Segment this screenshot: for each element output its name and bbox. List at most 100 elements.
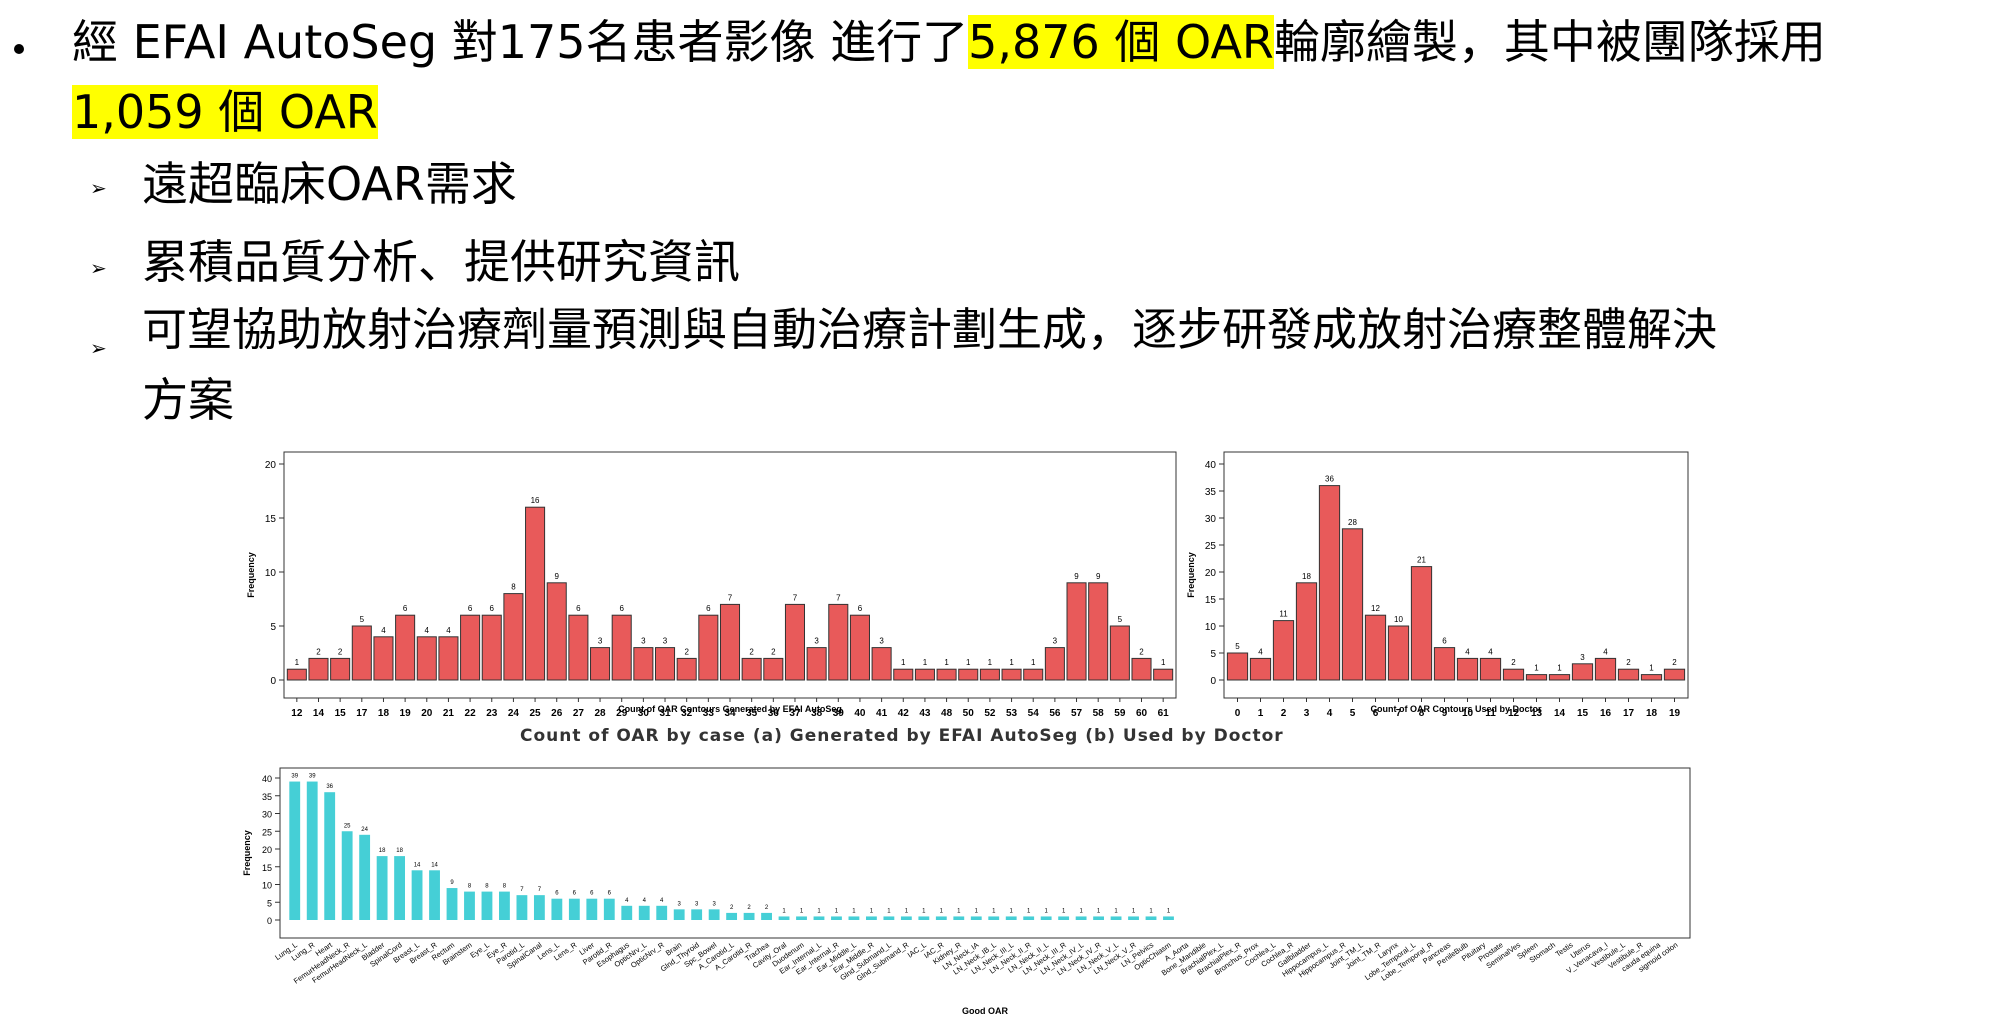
bar bbox=[1153, 668, 1174, 681]
data-label: 1 bbox=[870, 908, 874, 914]
data-label: 9 bbox=[1074, 572, 1079, 581]
bar bbox=[1145, 916, 1157, 920]
y-tick-label: 40 bbox=[262, 774, 272, 784]
data-label: 3 bbox=[641, 637, 646, 646]
y-tick-label: 40 bbox=[1205, 460, 1217, 471]
bar bbox=[1109, 625, 1130, 681]
x-tick-label: 8 bbox=[1419, 708, 1425, 719]
bar bbox=[1525, 674, 1548, 681]
data-label: 6 bbox=[706, 604, 711, 613]
data-label: 1 bbox=[1027, 908, 1031, 914]
x-tick-label: 35 bbox=[746, 708, 758, 719]
data-label: 4 bbox=[643, 898, 647, 904]
bar bbox=[656, 905, 668, 920]
x-tick-label: 36 bbox=[768, 708, 780, 719]
bar bbox=[691, 909, 703, 920]
data-label: 1 bbox=[887, 908, 891, 914]
x-tick-label: 19 bbox=[1669, 708, 1681, 719]
bar bbox=[918, 916, 930, 920]
data-label: 2 bbox=[316, 647, 321, 656]
x-tick-label: 18 bbox=[378, 708, 390, 719]
data-label: 7 bbox=[520, 887, 524, 893]
bar bbox=[676, 657, 697, 681]
data-label: 5 bbox=[360, 615, 365, 624]
data-label: 7 bbox=[728, 593, 733, 602]
bar bbox=[1456, 657, 1479, 681]
bar bbox=[546, 582, 567, 681]
data-label: 1 bbox=[1649, 664, 1654, 673]
x-tick-label: 60 bbox=[1136, 708, 1148, 719]
x-tick-label: 17 bbox=[1623, 708, 1635, 719]
data-label: 1 bbox=[817, 908, 821, 914]
bar bbox=[743, 912, 755, 920]
x-tick-label: 24 bbox=[508, 708, 520, 719]
data-label: 9 bbox=[555, 572, 560, 581]
data-label: 2 bbox=[749, 647, 754, 656]
bar bbox=[828, 603, 849, 681]
x-tick-label: 27 bbox=[573, 708, 585, 719]
data-label: 2 bbox=[1139, 647, 1144, 656]
bar bbox=[1058, 916, 1070, 920]
data-label: 1 bbox=[1557, 664, 1562, 673]
x-tick-label: 14 bbox=[1554, 708, 1566, 719]
data-label: 2 bbox=[1626, 658, 1631, 667]
highlight-oar-generated: 5,876 個 OAR bbox=[968, 15, 1274, 69]
x-tick-label: 41 bbox=[876, 708, 888, 719]
x-tick-label: 42 bbox=[898, 708, 910, 719]
y-tick-label: 10 bbox=[265, 568, 277, 579]
data-label: 5 bbox=[1235, 642, 1240, 651]
bar bbox=[551, 898, 563, 920]
data-label: 1 bbox=[295, 658, 300, 667]
x-tick-label: 18 bbox=[1646, 708, 1658, 719]
data-label: 6 bbox=[619, 604, 624, 613]
data-label: 6 bbox=[858, 604, 863, 613]
data-label: 2 bbox=[771, 647, 776, 656]
data-label: 8 bbox=[503, 884, 507, 890]
bar bbox=[708, 909, 720, 920]
bar bbox=[416, 636, 437, 681]
x-tick-label: 19 bbox=[400, 708, 412, 719]
data-label: 4 bbox=[660, 898, 664, 904]
data-label: 1 bbox=[1031, 658, 1036, 667]
x-axis-label: Good OAR bbox=[962, 1006, 1008, 1016]
sub-marker-3: ➢ bbox=[90, 336, 107, 360]
bar bbox=[796, 916, 807, 920]
data-label: 4 bbox=[381, 626, 386, 635]
data-label: 1 bbox=[966, 658, 971, 667]
x-tick-label: 26 bbox=[551, 708, 563, 719]
y-axis-label: Frequency bbox=[242, 830, 252, 876]
x-axis-label: Count of OAR Contours Generated by EFAI … bbox=[618, 704, 842, 714]
data-label: 1 bbox=[1161, 658, 1166, 667]
x-tick-label: 43 bbox=[919, 708, 931, 719]
sub-bullet-3-line1: 可望協助放射治療劑量預測與自動治療計劃生成，逐步研發成放射治療整體解決 bbox=[142, 303, 1718, 356]
bar bbox=[376, 856, 388, 920]
x-tick-label: 33 bbox=[703, 708, 715, 719]
data-label: 6 bbox=[468, 604, 473, 613]
bar bbox=[1502, 668, 1525, 681]
bar bbox=[763, 657, 784, 681]
sub-bullet-3-line2: 方案 bbox=[142, 373, 234, 427]
bar bbox=[1023, 668, 1044, 681]
data-label: 8 bbox=[468, 884, 472, 890]
bar bbox=[481, 891, 493, 920]
bar bbox=[1364, 614, 1387, 681]
data-label: 1 bbox=[940, 908, 944, 914]
bar bbox=[481, 614, 502, 681]
data-label: 1 bbox=[852, 908, 856, 914]
x-tick-label: 40 bbox=[854, 708, 866, 719]
sub-bullet-2: 累積品質分析、提供研究資訊 bbox=[142, 235, 740, 289]
bar bbox=[1044, 647, 1065, 681]
bar bbox=[1001, 668, 1022, 681]
data-label: 3 bbox=[695, 901, 699, 907]
data-label: 4 bbox=[1603, 647, 1608, 656]
bar bbox=[970, 916, 982, 920]
data-label: 1 bbox=[782, 908, 786, 914]
bar bbox=[1131, 657, 1152, 681]
x-tick-label: 48 bbox=[941, 708, 953, 719]
x-tick-label: 59 bbox=[1114, 708, 1126, 719]
bar bbox=[849, 614, 870, 681]
bar bbox=[778, 916, 790, 920]
bar bbox=[341, 831, 353, 920]
x-tick-label: 56 bbox=[1049, 708, 1061, 719]
bar bbox=[1594, 657, 1617, 681]
